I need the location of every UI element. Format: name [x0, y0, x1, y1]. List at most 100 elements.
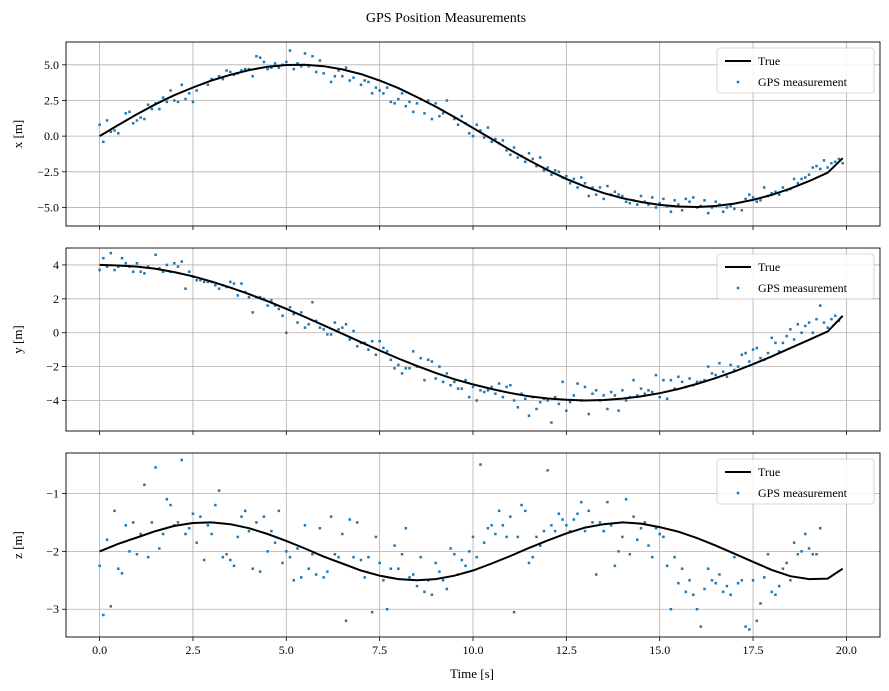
gps-point: [710, 206, 714, 209]
gps-point: [838, 0, 841, 3]
gps-point: [509, 153, 512, 156]
gps-point: [826, 0, 829, 3]
gps-point: [456, 123, 460, 126]
gps-point: [632, 515, 635, 518]
gps-point: [692, 593, 695, 597]
gps-point: [285, 60, 288, 64]
gps-point: [505, 149, 508, 152]
axes-frame: [65, 41, 881, 227]
gps-point: [621, 535, 624, 539]
legend-label-gps: GPS measurement: [758, 486, 848, 500]
gps-point: [762, 186, 766, 189]
gps-point: [412, 573, 415, 576]
gps-point: [453, 553, 456, 556]
gps-point: [807, 547, 811, 550]
gps-point: [568, 400, 572, 404]
gps-point: [98, 564, 101, 568]
gps-point: [333, 553, 337, 556]
gps-point: [117, 132, 120, 135]
gps-point: [819, 526, 822, 530]
gps-point: [202, 558, 206, 562]
gps-point: [374, 86, 378, 89]
gps-point: [744, 197, 747, 201]
gps-point: [643, 521, 647, 524]
gps-point: [273, 304, 277, 307]
gps-point: [792, 338, 796, 341]
gps-point: [650, 555, 654, 559]
gps-point: [830, 161, 833, 165]
gps-point: [139, 116, 142, 119]
gps-point: [191, 512, 195, 516]
gps-point: [736, 581, 740, 585]
gps-point: [397, 567, 400, 570]
gps-point: [378, 339, 381, 343]
gps-point: [538, 400, 542, 404]
gps-point: [176, 100, 180, 104]
gps-point: [804, 532, 807, 536]
gps-point: [382, 579, 385, 582]
gps-point: [337, 555, 340, 559]
gps-point: [344, 619, 348, 623]
gps-point: [288, 49, 292, 52]
gps-point: [389, 358, 393, 362]
gps-point: [789, 579, 792, 582]
gps-point: [524, 397, 527, 401]
gps-point: [397, 363, 400, 367]
gps-point: [751, 196, 755, 199]
gps-point: [591, 392, 594, 395]
gps-point: [393, 367, 396, 370]
gps-point: [602, 394, 605, 397]
gps-point: [613, 394, 617, 397]
gps-point: [374, 535, 378, 539]
gps-point: [744, 351, 747, 355]
gps-point: [389, 100, 393, 104]
gps-point: [307, 64, 310, 68]
gps-point: [606, 407, 609, 411]
gps-point: [688, 579, 691, 582]
gps-point: [453, 380, 456, 384]
gps-point: [706, 567, 710, 570]
gps-point: [285, 550, 288, 553]
gps-point: [385, 607, 389, 611]
gps-point: [430, 593, 434, 597]
gps-point: [759, 356, 762, 360]
gps-point: [557, 402, 561, 406]
gps-point: [102, 613, 105, 617]
gps-point: [374, 353, 378, 356]
gps-point: [770, 191, 773, 195]
panel-2: −4 −2 0 2 4 y [m] True GPS measurement: [10, 247, 881, 435]
gps-point: [766, 553, 770, 556]
gps-point: [251, 311, 254, 314]
gps-point: [423, 112, 426, 115]
gps-point: [158, 267, 161, 270]
gps-point: [520, 503, 523, 507]
gps-point: [240, 69, 243, 72]
gps-point: [169, 503, 172, 507]
gps-point: [415, 102, 419, 105]
gps-point: [785, 334, 788, 338]
gps-point: [258, 295, 262, 299]
gps-point: [576, 512, 579, 516]
gps-point: [748, 628, 751, 631]
gps-point: [733, 555, 736, 559]
legend: True GPS measurement: [716, 253, 875, 300]
gps-point: [161, 270, 165, 273]
gps-point: [329, 80, 333, 84]
gps-point: [759, 602, 762, 605]
gps-point: [636, 538, 639, 542]
gps-point: [337, 328, 340, 331]
gps-point: [501, 395, 505, 399]
gps-point: [441, 380, 445, 384]
gps-point: [453, 117, 456, 121]
gps-point: [535, 164, 538, 168]
gps-point: [243, 509, 247, 513]
gps-point: [475, 399, 478, 402]
gps-point: [236, 535, 240, 539]
gps-point: [512, 399, 516, 402]
gps-point: [281, 561, 284, 565]
gps-point: [509, 384, 512, 387]
gps-point: [613, 190, 617, 194]
gps-point: [677, 375, 680, 379]
gps-point: [721, 590, 725, 594]
gps-point: [296, 62, 299, 65]
